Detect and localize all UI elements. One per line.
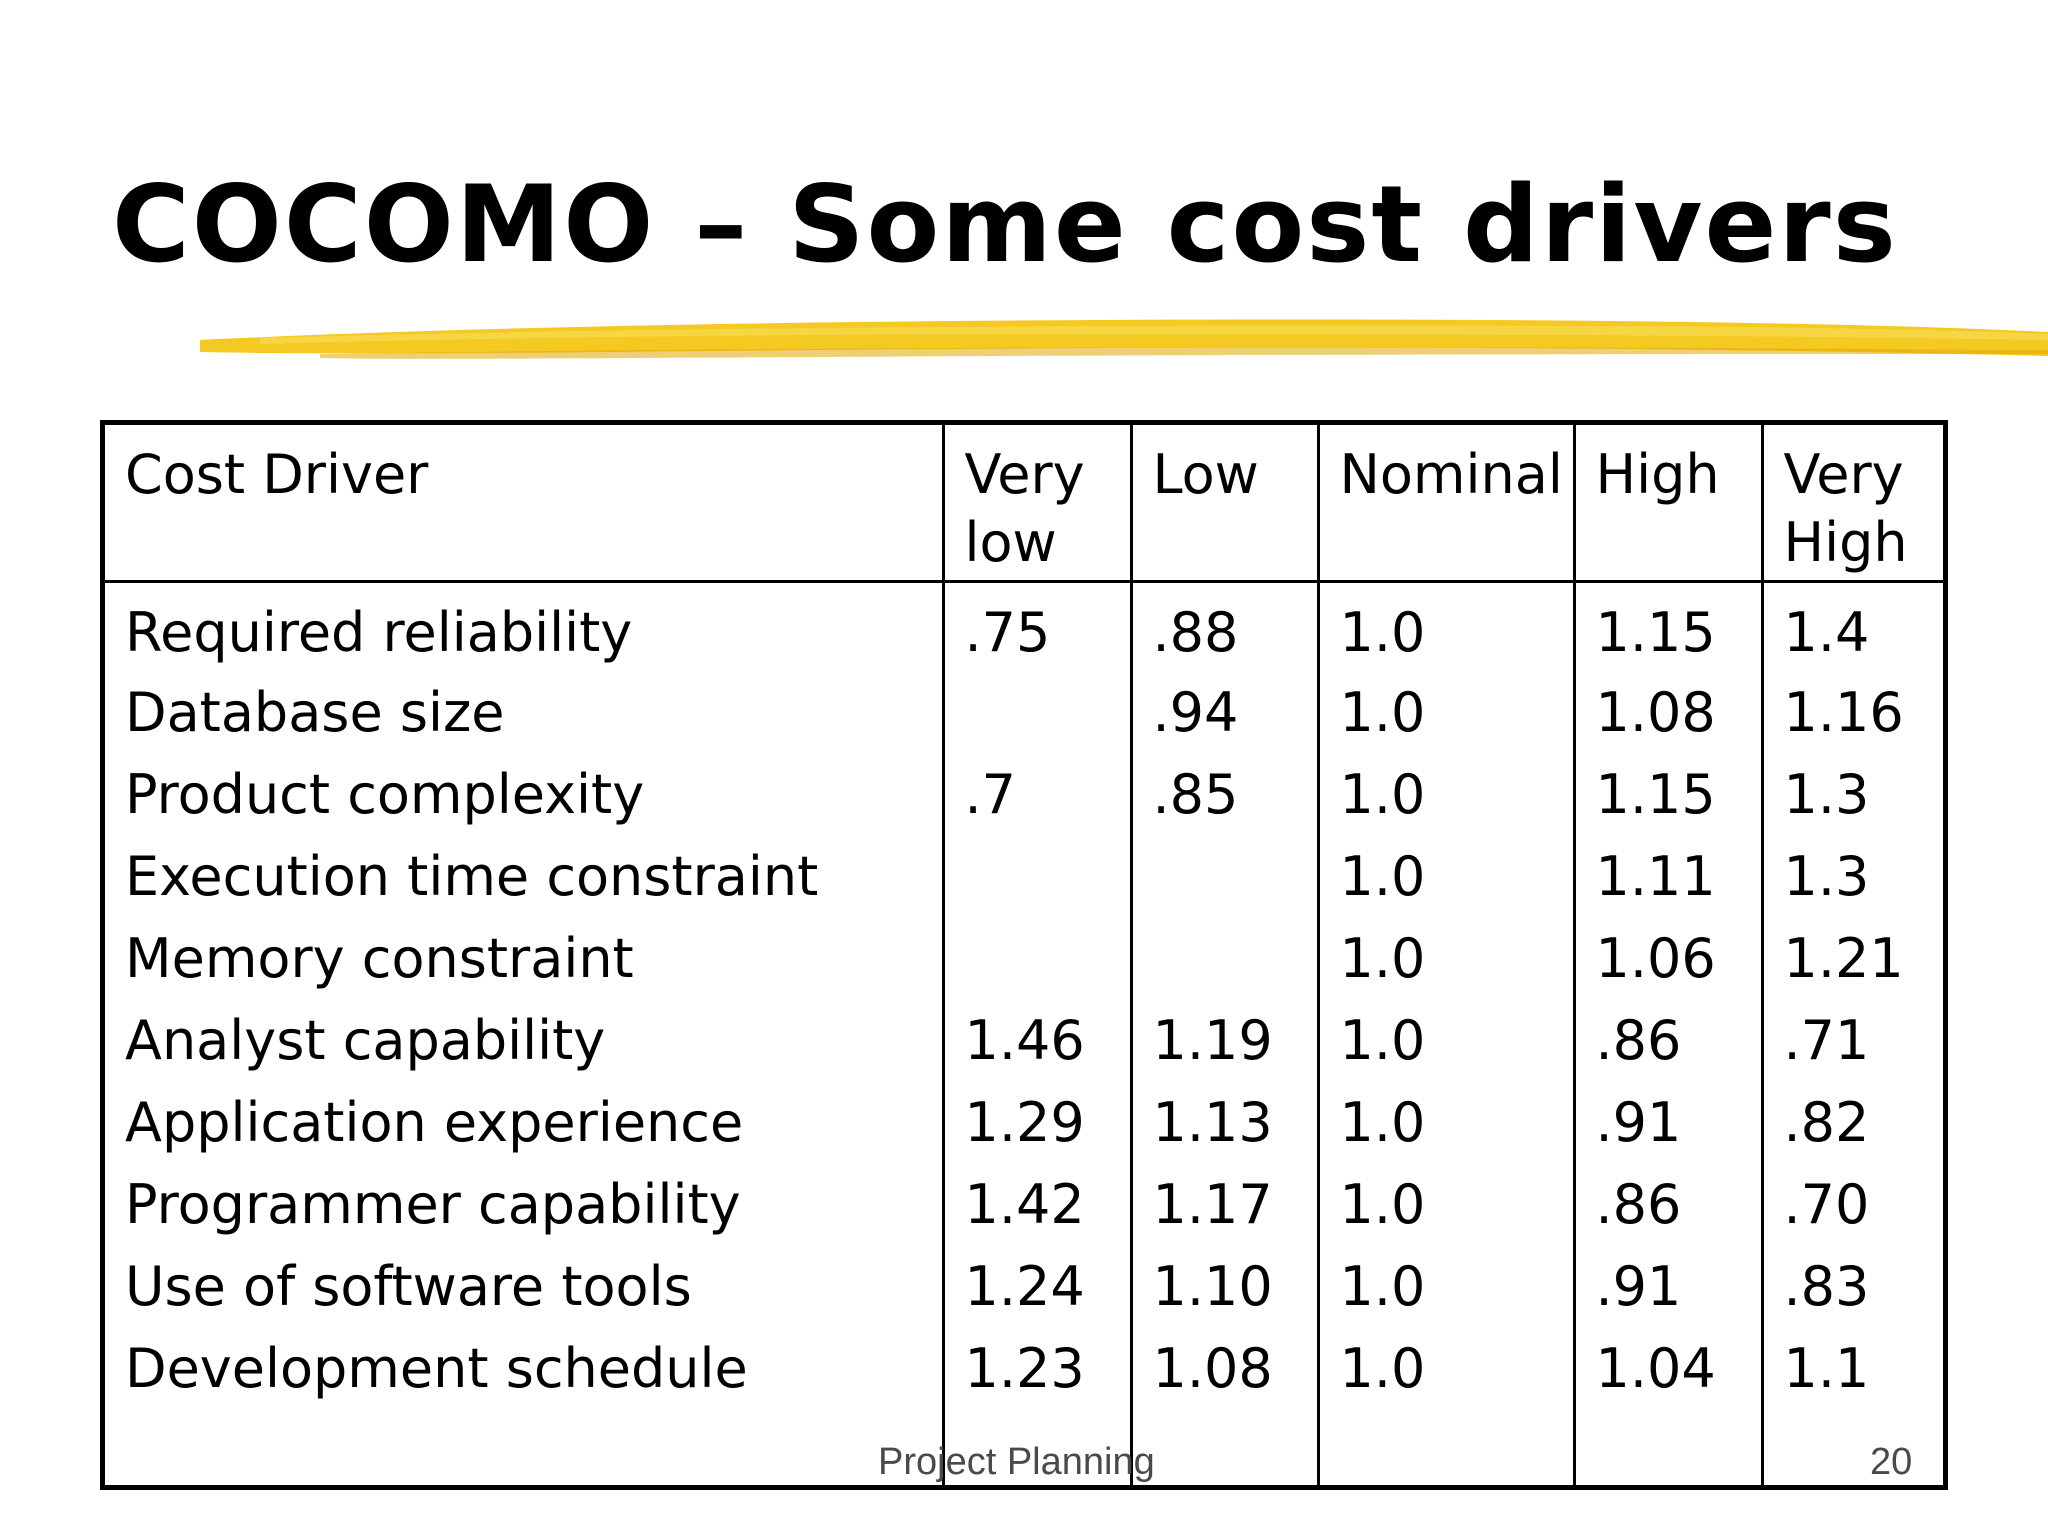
cell-driver-name: Application experience xyxy=(125,1091,744,1154)
cell-high: 1.08 xyxy=(1572,679,1762,761)
cell-nominal: 1.0 xyxy=(1316,581,1574,679)
cell-high: 1.15 xyxy=(1572,581,1762,679)
cell-very-high: .71 xyxy=(1760,1007,1943,1089)
cell-very-high: .83 xyxy=(1760,1253,1943,1335)
cell-high: .86 xyxy=(1572,1171,1762,1253)
cell-nominal: 1.0 xyxy=(1316,925,1574,1007)
cell-very-high: 1.21 xyxy=(1760,925,1943,1007)
cell-very-low: 1.46 xyxy=(941,1007,1131,1089)
header-cost-driver: Cost Driver xyxy=(105,425,943,583)
header-high: High xyxy=(1572,425,1762,583)
brush-stroke-shadow xyxy=(320,347,2048,359)
table-row: Use of software tools 1.24 1.10 1.0.91.83 xyxy=(105,1253,1943,1335)
cell-nominal: 1.0 xyxy=(1316,1253,1574,1335)
table-body: Cost Driver Very low Low Nominal High Ve… xyxy=(105,425,1943,1485)
cost-driver-table: Cost Driver Very low Low Nominal High Ve… xyxy=(105,425,1943,1485)
cell-very-low: .75 xyxy=(941,581,1131,679)
cell-very-low xyxy=(941,679,1131,761)
cell-low: .94 xyxy=(1129,679,1318,761)
cell-low xyxy=(1129,925,1318,1007)
footer-title: Project Planning xyxy=(878,1441,1155,1483)
cell-nominal: 1.0 xyxy=(1316,1089,1574,1171)
cell-driver-name: Use of software tools xyxy=(125,1255,692,1318)
filler-cell xyxy=(1129,1417,1318,1485)
slide-title: COCOMO – Some cost drivers xyxy=(112,163,1898,286)
cell-high: 1.04 xyxy=(1572,1335,1762,1417)
filler-cell xyxy=(1316,1417,1574,1485)
table-row: Required reliability .75.88 1.0 1.15 1.4 xyxy=(105,581,1943,679)
brush-stroke-highlight xyxy=(260,325,2048,344)
cell-very-low xyxy=(941,843,1131,925)
cell-high: 1.15 xyxy=(1572,761,1762,843)
cell-driver-name: Product complexity xyxy=(125,763,645,826)
cell-nominal: 1.0 xyxy=(1316,1171,1574,1253)
cell-very-low: 1.29 xyxy=(941,1089,1131,1171)
cell-driver-name: Database size xyxy=(125,681,505,744)
cell-driver-name: Programmer capability xyxy=(125,1173,741,1236)
table-row: Analyst capability 1.46 1.19 1.0.86.71 xyxy=(105,1007,1943,1089)
table-row: Application experience 1.29 1.13 1.0.91.82 xyxy=(105,1089,1943,1171)
cell-very-high: 1.4 xyxy=(1760,581,1943,679)
cell-high: 1.06 xyxy=(1572,925,1762,1007)
cell-very-low: .7 xyxy=(941,761,1131,843)
cell-very-low xyxy=(941,925,1131,1007)
table-header-row: Cost Driver Very low Low Nominal High Ve… xyxy=(105,425,1943,583)
cell-very-low: 1.23 xyxy=(941,1335,1131,1417)
table-row: Programmer capability 1.42 1.17 1.0.86.70 xyxy=(105,1171,1943,1253)
cell-low: .88 xyxy=(1129,581,1318,679)
cell-high: .86 xyxy=(1572,1007,1762,1089)
cell-very-high: 1.3 xyxy=(1760,761,1943,843)
page-number: 20 xyxy=(1870,1441,1913,1483)
table-row: Development schedule 1.23 1.08 1.0 1.04 1.1 xyxy=(105,1335,1943,1417)
cell-driver-name: Development schedule xyxy=(125,1337,748,1400)
cell-driver-name: Required reliability xyxy=(125,600,633,664)
cell-driver-name: Execution time constraint xyxy=(125,845,819,908)
filler-cell xyxy=(105,1417,943,1485)
cell-high: .91 xyxy=(1572,1089,1762,1171)
filler-cell xyxy=(941,1417,1131,1485)
cell-very-high: 1.3 xyxy=(1760,843,1943,925)
cell-nominal: 1.0 xyxy=(1316,761,1574,843)
header-low: Low xyxy=(1129,425,1318,583)
table-row: Database size .94 1.0 1.08 1.16 xyxy=(105,679,1943,761)
cell-low: .85 xyxy=(1129,761,1318,843)
table-row: Memory constraint 1.0 1.06 1.21 xyxy=(105,925,1943,1007)
cell-driver-name: Analyst capability xyxy=(125,1009,606,1072)
table-filler-row xyxy=(105,1417,1943,1485)
cell-low: 1.17 xyxy=(1129,1171,1318,1253)
cell-high: .91 xyxy=(1572,1253,1762,1335)
yellow-brush-underline xyxy=(200,319,2048,359)
filler-cell xyxy=(1572,1417,1762,1485)
table-row: Product complexity .7.85 1.0 1.15 1.3 xyxy=(105,761,1943,843)
cell-very-high: .70 xyxy=(1760,1171,1943,1253)
cell-driver-name: Memory constraint xyxy=(125,927,634,990)
cost-driver-table-frame: Cost Driver Very low Low Nominal High Ve… xyxy=(100,420,1948,1490)
filler-cell xyxy=(1760,1417,1943,1485)
cell-very-low: 1.24 xyxy=(941,1253,1131,1335)
cell-very-low: 1.42 xyxy=(941,1171,1131,1253)
cell-very-high: .82 xyxy=(1760,1089,1943,1171)
cell-nominal: 1.0 xyxy=(1316,679,1574,761)
header-nominal: Nominal xyxy=(1316,425,1574,583)
cell-low: 1.10 xyxy=(1129,1253,1318,1335)
cell-nominal: 1.0 xyxy=(1316,1335,1574,1417)
cell-low: 1.19 xyxy=(1129,1007,1318,1089)
cell-low: 1.13 xyxy=(1129,1089,1318,1171)
cell-low: 1.08 xyxy=(1129,1335,1318,1417)
cell-nominal: 1.0 xyxy=(1316,843,1574,925)
table-row: Execution time constraint 1.0 1.11 1.3 xyxy=(105,843,1943,925)
header-very-low: Very low xyxy=(941,425,1131,583)
cell-very-high: 1.16 xyxy=(1760,679,1943,761)
header-very-high: Very High xyxy=(1760,425,1943,583)
cell-very-high: 1.1 xyxy=(1760,1335,1943,1417)
cell-nominal: 1.0 xyxy=(1316,1007,1574,1089)
cell-low xyxy=(1129,843,1318,925)
cell-high: 1.11 xyxy=(1572,843,1762,925)
